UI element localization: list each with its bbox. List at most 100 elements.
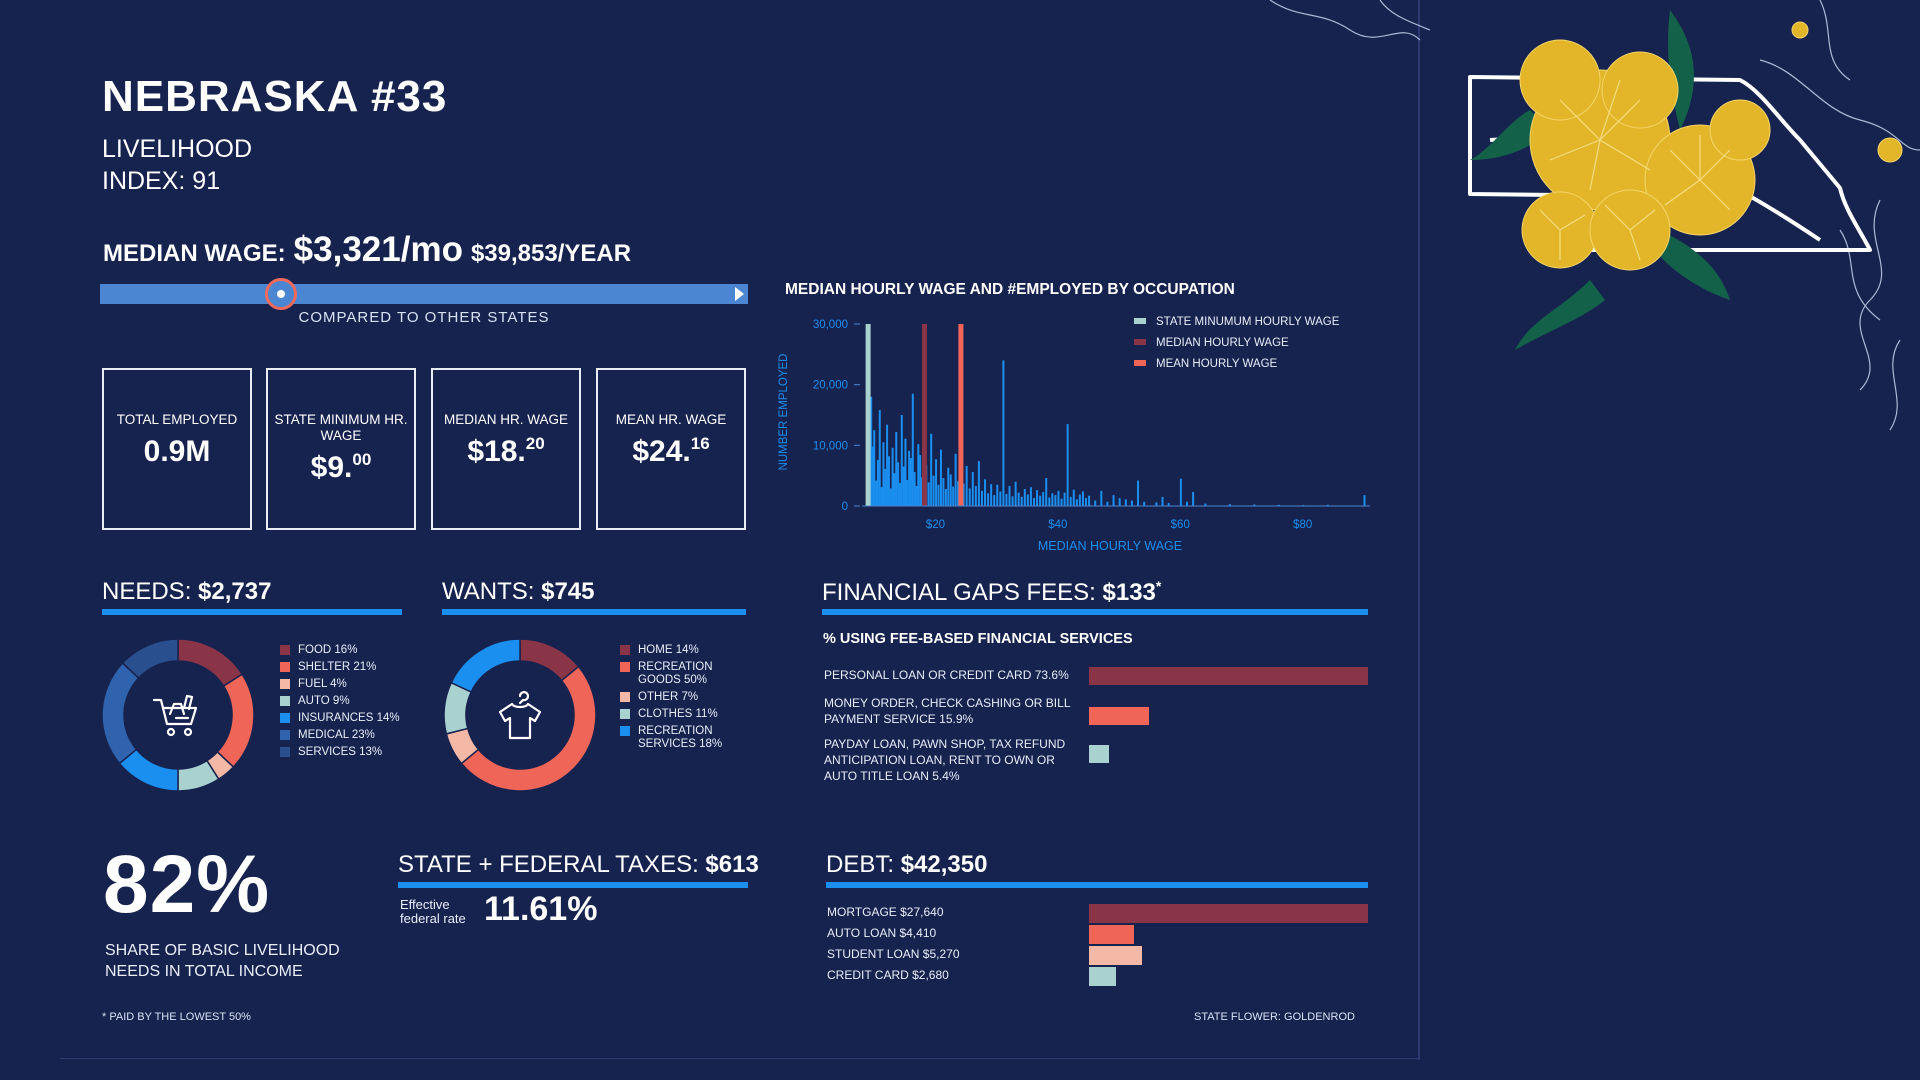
chart-bar	[878, 410, 881, 506]
tax-rate-label-line2: federal rate	[400, 911, 466, 926]
chart-bar	[942, 478, 945, 506]
legend-item: RECREATION GOODS 50%	[620, 657, 748, 687]
chart-bar	[932, 475, 935, 506]
debt-item-label: CREDIT CARD $2,680	[827, 968, 949, 982]
chart-bar	[882, 442, 885, 506]
chart-bar	[974, 485, 977, 506]
chart-bar	[897, 462, 900, 506]
share-description-line2: NEEDS IN TOTAL INCOME	[105, 963, 303, 980]
chart-bar	[954, 453, 957, 506]
chart-x-tick-label: $20	[926, 519, 945, 531]
donut-slice	[101, 661, 140, 765]
chart-bar	[889, 488, 892, 506]
chart-bar	[1039, 495, 1042, 506]
stat-value-main: $18.	[467, 435, 526, 468]
comparison-marker-dot	[277, 290, 286, 298]
chart-bar	[906, 479, 909, 506]
chart-bar	[1066, 424, 1069, 506]
stat-label: TOTAL EMPLOYED	[116, 412, 238, 427]
donut-slice	[177, 638, 244, 688]
chart-y-tick-label: 30,000	[813, 319, 848, 331]
chart-bar	[1137, 480, 1140, 506]
legend-label: RECREATION GOODS 50%	[638, 661, 713, 686]
stat-median-hourly-wage: MEDIAN HR. WAGE $18.20	[431, 368, 581, 530]
chart-bar	[913, 472, 916, 506]
chart-bar	[915, 485, 918, 506]
needs-label: NEEDS:	[102, 578, 192, 605]
stat-value: 0.9M	[104, 434, 250, 469]
chart-bar	[1042, 492, 1045, 506]
chart-bar	[886, 424, 889, 506]
legend-label: SERVICES 13%	[298, 746, 383, 758]
chart-bar	[957, 481, 960, 506]
chart-bar	[1029, 487, 1032, 506]
chart-bar	[893, 473, 896, 506]
fin-item-label: MONEY ORDER, CHECK CASHING OR BILL PAYME…	[824, 696, 1071, 726]
debt-item-label: MORTGAGE $27,640	[827, 905, 944, 919]
chart-bar	[1155, 502, 1158, 506]
chart-bar	[1161, 496, 1164, 506]
legend-item: AUTO 9%	[280, 691, 400, 708]
chart-bar	[870, 396, 873, 506]
debt-item-bar	[1089, 925, 1134, 944]
chart-x-axis-label: MEDIAN HOURLY WAGE	[1038, 539, 1182, 553]
needs-amount: $2,737	[198, 578, 272, 605]
chart-y-tick-label: 10,000	[813, 440, 848, 452]
subtitle-livelihood: LIVELIHOOD	[102, 135, 253, 163]
fin-item-bar	[1089, 707, 1150, 725]
legend-label: OTHER 7%	[638, 691, 699, 703]
legend-swatch	[620, 709, 630, 719]
chart-bar	[873, 430, 876, 506]
needs-legend: FOOD 16% SHELTER 21% FUEL 4% AUTO 9% INSURAN…	[280, 640, 400, 759]
page-title: NEBRASKA #33	[102, 72, 448, 121]
page-subtitle: LIVELIHOOD INDEX: 91	[102, 133, 252, 197]
legend-item: CLOTHES 11%	[620, 704, 748, 721]
chart-legend-swatch	[1134, 318, 1146, 324]
chart-reference-lines	[865, 324, 964, 506]
chart-bar	[908, 450, 911, 506]
chart-bar	[895, 431, 898, 506]
chart-bar	[1048, 497, 1051, 506]
wants-donut-chart	[443, 638, 597, 792]
chart-bar	[935, 459, 938, 506]
fin-item-label: PERSONAL LOAN OR CREDIT CARD 73.6%	[824, 668, 1069, 682]
fin-item-label: PAYDAY LOAN, PAWN SHOP, TAX REFUND ANTIC…	[824, 737, 1066, 783]
chart-bar	[971, 472, 974, 506]
financial-gaps-subtitle: % USING FEE-BASED FINANCIAL SERVICES	[823, 631, 1133, 647]
legend-swatch	[620, 726, 630, 736]
chart-legend-label: STATE MINUMUM HOURLY WAGE	[1156, 316, 1340, 328]
chart-bar	[949, 474, 952, 506]
chart-bar	[1112, 495, 1115, 506]
legend-item: HOME 14%	[620, 640, 748, 657]
financial-gaps-heading: FINANCIAL GAPS FEES: $133*	[822, 578, 1161, 607]
stat-total-employed: TOTAL EMPLOYED 0.9M	[102, 368, 252, 530]
stat-value-cents: 20	[525, 434, 545, 453]
donut-slice	[121, 638, 179, 680]
debt-item-label: STUDENT LOAN $5,270	[827, 947, 960, 961]
chart-bar	[930, 433, 933, 506]
debt-amount: $42,350	[900, 851, 988, 878]
legend-item: RECREATION SERVICES 18%	[620, 721, 748, 751]
chart-bar	[1023, 489, 1026, 506]
debt-item-bar	[1089, 904, 1368, 923]
frame-border-right	[1418, 0, 1420, 1060]
chart-bar	[911, 393, 914, 506]
chart-bar	[880, 487, 883, 506]
chart-bar	[1094, 500, 1097, 506]
tax-rate-label-line1: Effective	[400, 897, 450, 912]
legend-swatch	[280, 747, 290, 757]
chart-bar	[937, 484, 940, 506]
chart-bar	[1143, 501, 1146, 506]
chart-legend-label: MEAN HOURLY WAGE	[1156, 358, 1278, 370]
stat-value-cents: 00	[352, 450, 372, 469]
chart-x-tick-label: $80	[1293, 519, 1312, 531]
chart-bar	[1088, 495, 1091, 506]
chart-bar	[1036, 490, 1039, 506]
donut-slice	[460, 665, 597, 792]
wants-legend: HOME 14% RECREATION GOODS 50% OTHER 7% CLOT…	[620, 640, 748, 751]
share-description: SHARE OF BASIC LIVELIHOOD NEEDS IN TOTAL…	[105, 940, 340, 982]
chart-bar	[1020, 496, 1023, 506]
chart-x-ticks: $20 $40 $60 $80	[926, 519, 1312, 531]
stat-value: $24.16	[598, 434, 744, 469]
donut-slice	[216, 673, 255, 769]
